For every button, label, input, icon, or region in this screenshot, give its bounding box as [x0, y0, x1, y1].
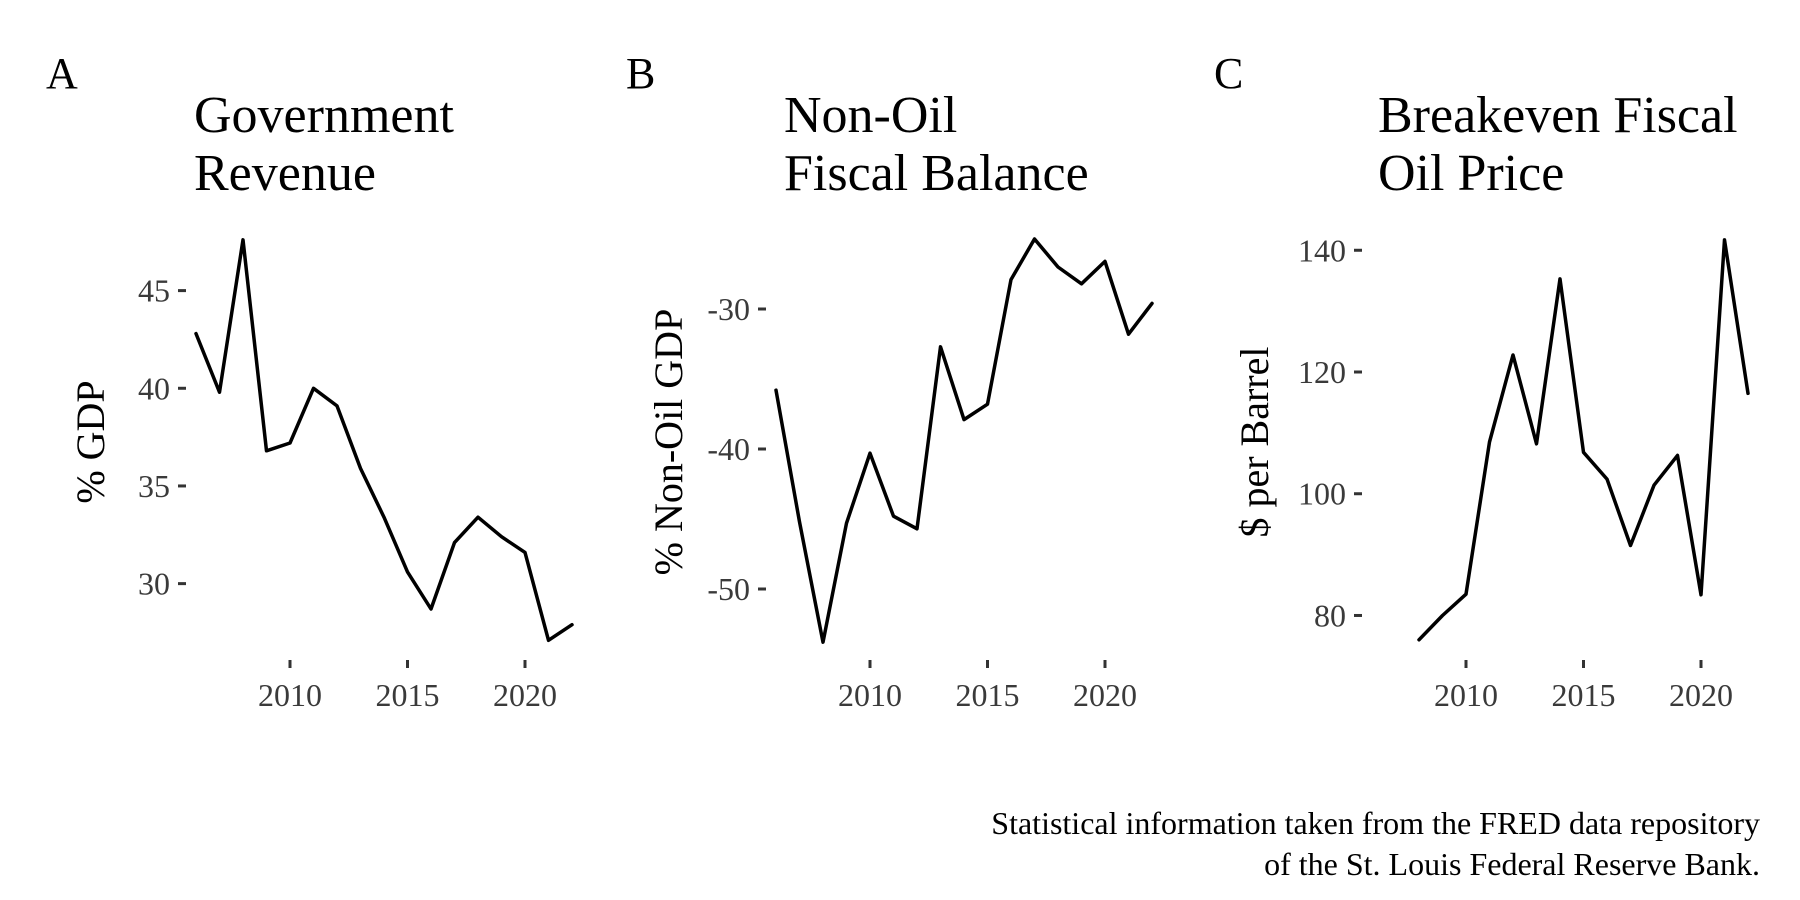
- x-tick-label-b-2015: 2015: [956, 677, 1020, 713]
- y-axis-label-c: $ per Barrel: [1232, 346, 1277, 537]
- x-tick-label-a-2010: 2010: [258, 677, 322, 713]
- x-tick-label-c-2015: 2015: [1552, 677, 1616, 713]
- panel-title-a-line-2: Revenue: [194, 145, 376, 202]
- y-tick-label-b--50: -50: [707, 571, 750, 607]
- y-tick-label-b--30: -30: [707, 291, 750, 327]
- y-tick-label-c-120: 120: [1298, 354, 1346, 390]
- x-tick-label-c-2020: 2020: [1669, 677, 1733, 713]
- y-axis-label-a: % GDP: [68, 380, 113, 503]
- y-tick-label-a-35: 35: [138, 468, 170, 504]
- y-tick-label-a-30: 30: [138, 566, 170, 602]
- panel-letter-b: B: [626, 49, 655, 98]
- y-tick-label-c-140: 140: [1298, 232, 1346, 268]
- y-tick-label-c-100: 100: [1298, 476, 1346, 512]
- panel-letter-a: A: [46, 49, 78, 98]
- series-line-c: [1417, 238, 1750, 642]
- x-tick-label-b-2020: 2020: [1073, 677, 1137, 713]
- y-tick-label-a-40: 40: [138, 370, 170, 406]
- series-line-a: [194, 238, 574, 643]
- y-axis-label-b: % Non-Oil GDP: [646, 309, 691, 576]
- panel-title-c-line-2: Oil Price: [1378, 145, 1564, 202]
- y-tick-label-b--40: -40: [707, 431, 750, 467]
- caption-line-2: of the St. Louis Federal Reserve Bank.: [1264, 846, 1760, 882]
- x-tick-label-c-2010: 2010: [1434, 677, 1498, 713]
- y-tick-label-a-45: 45: [138, 273, 170, 309]
- panel-title-a-line-1: Government: [194, 87, 454, 144]
- y-tick-label-c-80: 80: [1314, 597, 1346, 633]
- panel-letter-c: C: [1214, 49, 1243, 98]
- caption-line-1: Statistical information taken from the F…: [991, 805, 1760, 841]
- panel-title-c-line-1: Breakeven Fiscal: [1378, 87, 1738, 144]
- x-tick-label-a-2020: 2020: [493, 677, 557, 713]
- x-tick-label-a-2015: 2015: [376, 677, 440, 713]
- x-tick-label-b-2010: 2010: [838, 677, 902, 713]
- panel-title-b-line-2: Fiscal Balance: [784, 145, 1089, 202]
- series-line-b: [774, 237, 1154, 644]
- panel-title-b-line-1: Non-Oil: [784, 87, 957, 144]
